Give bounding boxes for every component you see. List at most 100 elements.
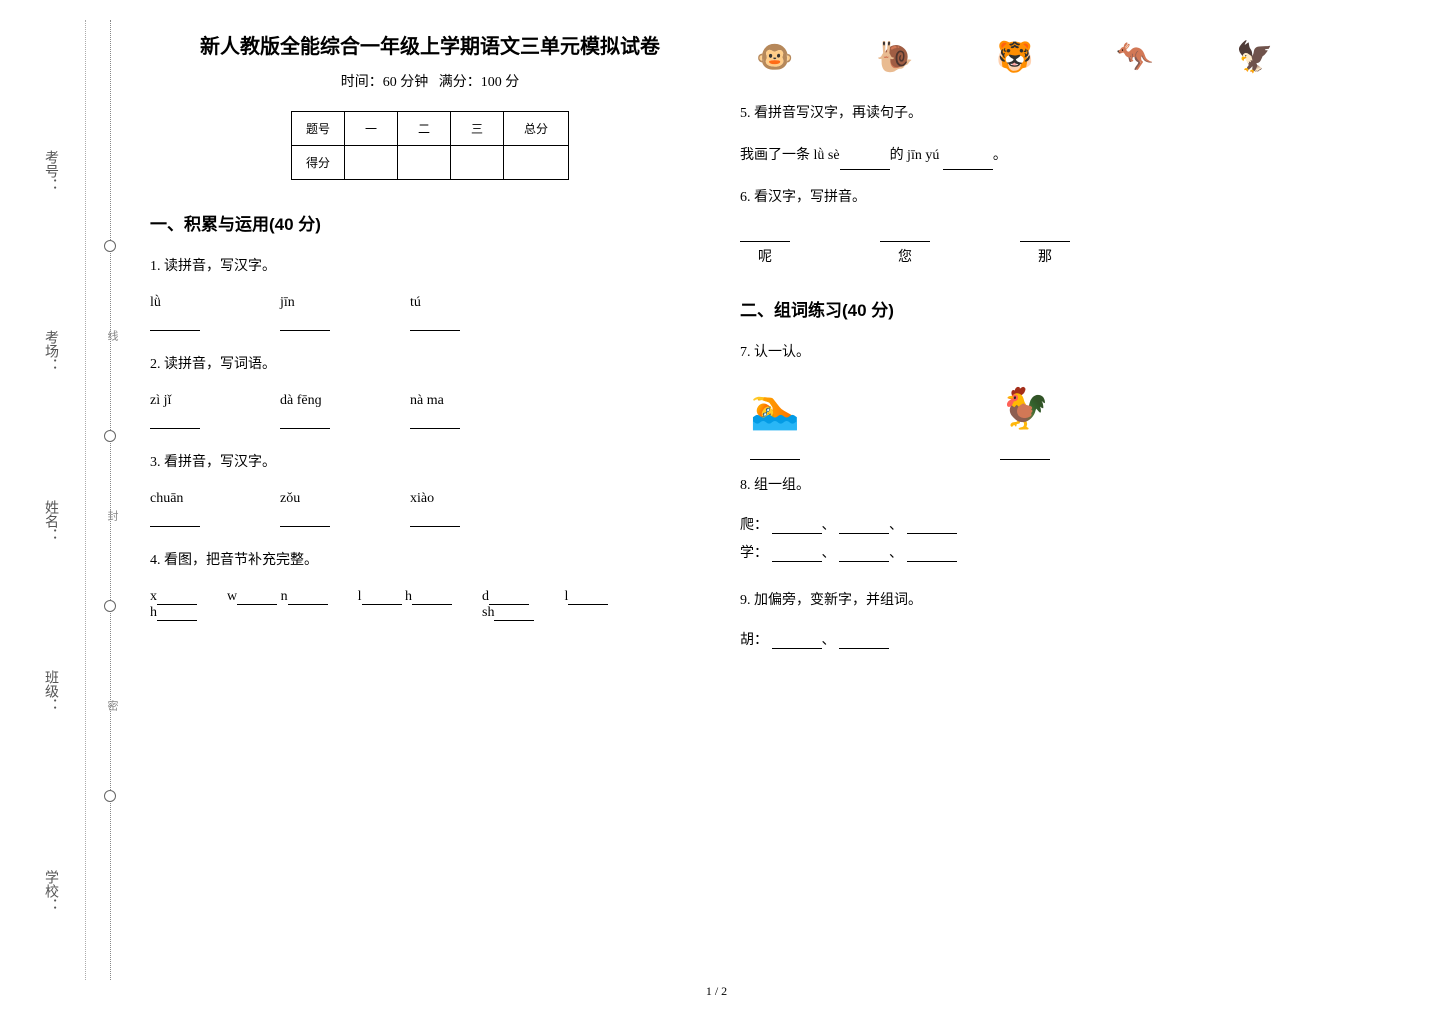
fill-prefix: h: [405, 589, 412, 604]
answer-blank[interactable]: [568, 591, 608, 605]
label-name: 姓名：: [40, 500, 60, 542]
answer-blank[interactable]: [410, 413, 460, 429]
answer-blank[interactable]: [489, 591, 529, 605]
label-school: 学校：: [40, 870, 60, 912]
answer-blank[interactable]: [943, 154, 993, 170]
answer-blank[interactable]: [150, 511, 200, 527]
exam-title: 新人教版全能综合一年级上学期语文三单元模拟试卷: [150, 30, 710, 59]
char-label: 呢: [758, 246, 772, 266]
answer-blank[interactable]: [362, 591, 402, 605]
sentence-part: 我画了一条 lǜ sè: [740, 148, 840, 163]
answer-blank[interactable]: [410, 511, 460, 527]
answer-blank[interactable]: [237, 591, 277, 605]
q7-text: 7. 认一认。: [740, 339, 1400, 367]
answer-blank[interactable]: [157, 591, 197, 605]
answer-blank[interactable]: [410, 315, 460, 331]
answer-blank[interactable]: [1000, 444, 1050, 460]
fill-prefix: d: [482, 589, 489, 604]
score-table: 题号 一 二 三 总分 得分: [291, 111, 569, 180]
q1-text: 1. 读拼音，写汉字。: [150, 253, 710, 281]
answer-blank[interactable]: [740, 226, 790, 242]
q6-chars: 呢 您 那: [740, 226, 1400, 266]
answer-blank[interactable]: [839, 633, 889, 649]
answer-blank[interactable]: [750, 444, 800, 460]
q2-items: zì jǐ dà fēnɡ nà ma: [150, 393, 710, 429]
q2-text: 2. 读拼音，写词语。: [150, 351, 710, 379]
answer-blank[interactable]: [288, 591, 328, 605]
q5-text: 5. 看拼音写汉字，再读句子。: [740, 100, 1400, 128]
pinyin-label: dà fēnɡ: [280, 393, 330, 409]
answer-blank[interactable]: [150, 315, 200, 331]
q1-items: lǜ jīn tú: [150, 295, 710, 331]
fill-item: x h: [150, 589, 197, 621]
pinyin-label: tú: [410, 295, 460, 311]
answer-blank[interactable]: [839, 518, 889, 534]
time-value: 60 分钟: [383, 75, 429, 90]
full-label: 满分：: [439, 75, 481, 90]
score-cell[interactable]: [344, 146, 397, 180]
rooster-icon: 🐓: [990, 381, 1060, 436]
q3-items: chuān zǒu xiào: [150, 491, 710, 527]
table-header: 题号: [291, 112, 344, 146]
fold-char-3: 密: [104, 700, 120, 711]
sentence-part: 。: [993, 148, 1007, 163]
section-2-heading: 二、组词练习(40 分): [740, 296, 1400, 321]
kangaroo-icon: 🦘: [1100, 30, 1170, 85]
q4-text: 4. 看图，把音节补充完整。: [150, 547, 710, 575]
score-cell[interactable]: [504, 146, 569, 180]
pinyin-label: chuān: [150, 491, 200, 507]
monkey-icon: 🐵: [740, 30, 810, 85]
char-label: 那: [1038, 246, 1052, 266]
answer-blank[interactable]: [772, 546, 822, 562]
char-label: 爬：: [740, 518, 768, 533]
circle-marker: [104, 240, 116, 252]
q9-text: 9. 加偏旁，变新字，并组词。: [740, 587, 1400, 615]
answer-blank[interactable]: [839, 546, 889, 562]
answer-blank[interactable]: [840, 154, 890, 170]
fold-line-inner: [85, 20, 86, 980]
pinyin-item: zì jǐ: [150, 393, 200, 429]
char-label: 胡：: [740, 633, 768, 648]
pinyin-label: lǜ: [150, 295, 200, 311]
eagle-icon: 🦅: [1220, 30, 1290, 85]
fill-prefix: sh: [482, 605, 494, 620]
score-cell[interactable]: [397, 146, 450, 180]
pinyin-label: xiào: [410, 491, 460, 507]
answer-blank[interactable]: [907, 546, 957, 562]
answer-blank[interactable]: [772, 518, 822, 534]
answer-blank[interactable]: [907, 518, 957, 534]
q3-text: 3. 看拼音，写汉字。: [150, 449, 710, 477]
answer-blank[interactable]: [412, 591, 452, 605]
answer-blank[interactable]: [494, 607, 534, 621]
answer-blank[interactable]: [772, 633, 822, 649]
pinyin-item: lǜ: [150, 295, 200, 331]
exam-time-info: 时间：60 分钟 满分：100 分: [150, 71, 710, 91]
recognize-item: 🏊: [740, 381, 810, 460]
tiger-icon: 🐯: [980, 30, 1050, 85]
pinyin-label: zì jǐ: [150, 393, 200, 409]
answer-blank[interactable]: [280, 511, 330, 527]
table-row-label: 得分: [291, 146, 344, 180]
answer-blank[interactable]: [1020, 226, 1070, 242]
answer-blank[interactable]: [157, 607, 197, 621]
q4-fills: x h w n l h d sh l: [150, 589, 710, 621]
q8-line-1: 爬： 、 、: [740, 514, 1400, 534]
fold-line-main: [110, 20, 111, 980]
fold-char-2: 封: [104, 510, 120, 521]
fill-item: d sh: [482, 589, 534, 621]
pinyin-item: nà ma: [410, 393, 460, 429]
answer-blank[interactable]: [280, 413, 330, 429]
answer-blank[interactable]: [150, 413, 200, 429]
score-cell[interactable]: [451, 146, 504, 180]
fill-prefix: h: [150, 605, 157, 620]
answer-blank[interactable]: [880, 226, 930, 242]
char-item: 那: [1020, 226, 1070, 266]
char-label: 学：: [740, 546, 768, 561]
snail-icon: 🐌: [860, 30, 930, 85]
table-header: 二: [397, 112, 450, 146]
section-1-heading: 一、积累与运用(40 分): [150, 210, 710, 235]
fill-prefix: x: [150, 589, 157, 604]
left-column: 新人教版全能综合一年级上学期语文三单元模拟试卷 时间：60 分钟 满分：100 …: [150, 30, 710, 657]
label-class: 班级：: [40, 670, 60, 712]
answer-blank[interactable]: [280, 315, 330, 331]
